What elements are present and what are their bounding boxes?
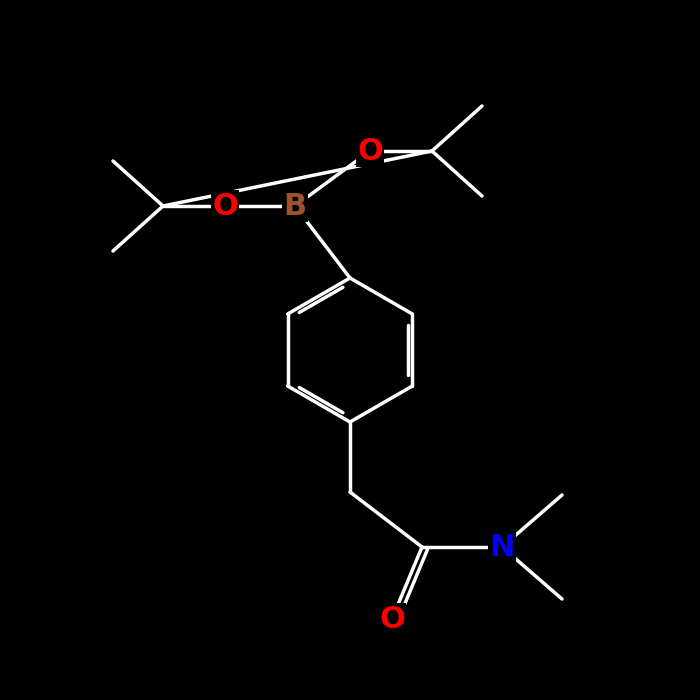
Text: O: O xyxy=(357,136,383,165)
Text: N: N xyxy=(489,533,514,561)
Text: O: O xyxy=(212,192,238,220)
Text: O: O xyxy=(379,605,405,634)
Text: B: B xyxy=(284,192,307,220)
